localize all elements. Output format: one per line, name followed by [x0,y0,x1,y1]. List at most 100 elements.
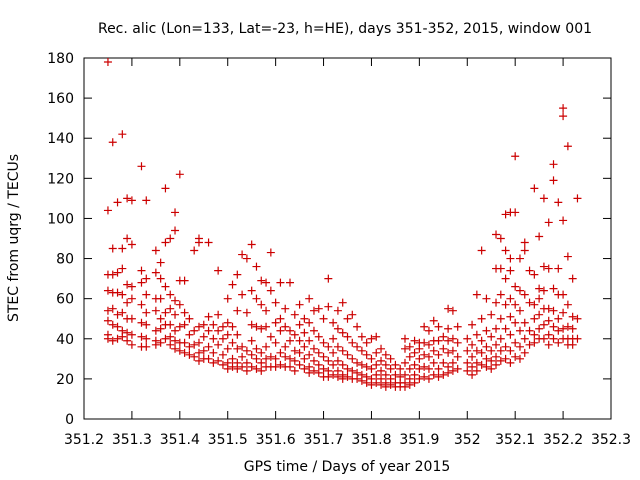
data-point [444,324,453,333]
data-point [214,340,223,349]
data-point [463,334,472,343]
data-point [549,322,558,331]
data-point [525,266,534,275]
data-point [118,332,127,341]
data-point [400,382,409,391]
data-point [539,286,548,295]
data-point [204,354,213,363]
data-point [448,358,457,367]
data-point [338,374,347,383]
x-tick-label: 351.8 [351,432,391,448]
data-point [487,310,496,319]
data-point [477,246,486,255]
data-point [319,338,328,347]
data-point [448,306,457,315]
data-point [252,294,261,303]
data-point [156,314,165,323]
data-point [199,320,208,329]
data-point [142,334,151,343]
data-point [477,336,486,345]
data-point [343,372,352,381]
data-point [357,376,366,385]
data-point [501,210,510,219]
data-point [535,284,544,293]
data-point [329,370,338,379]
data-point [123,298,132,307]
data-point [515,286,524,295]
data-point [386,380,395,389]
x-tick-label: 351.2 [64,432,104,448]
data-point [324,372,333,381]
data-point [300,364,309,373]
data-point [127,330,136,339]
data-point [228,338,237,347]
data-point [252,322,261,331]
data-point [218,350,227,359]
x-tick-label: 351.9 [399,432,439,448]
data-point [568,312,577,321]
data-point [209,358,218,367]
data-point [506,266,515,275]
data-point [137,318,146,327]
data-point [544,330,553,339]
y-tick-label: 160 [47,91,74,107]
data-point [262,342,271,351]
data-point [137,278,146,287]
data-point [515,342,524,351]
data-point [410,378,419,387]
data-point [238,250,247,259]
data-point [314,348,323,357]
data-point [314,304,323,313]
data-point [209,320,218,329]
data-point [218,334,227,343]
data-point [573,194,582,203]
data-point [511,352,520,361]
data-point [496,346,505,355]
data-point [410,336,419,345]
data-point [554,314,563,323]
data-point [300,328,309,337]
data-point [295,300,304,309]
data-point [554,198,563,207]
data-point [247,350,256,359]
data-point [156,258,165,267]
data-point [372,370,381,379]
data-point [492,298,501,307]
data-point [238,362,247,371]
data-point [238,290,247,299]
data-point [166,290,175,299]
data-point [309,356,318,365]
data-point [103,286,112,295]
data-point [123,280,132,289]
data-point [223,344,232,353]
data-point [252,364,261,373]
data-point [324,302,333,311]
data-point [142,308,151,317]
data-point [424,340,433,349]
data-point [190,352,199,361]
data-point [166,320,175,329]
data-point [405,364,414,373]
data-point [444,304,453,313]
data-point [228,280,237,289]
data-point [324,274,333,283]
data-point [305,368,314,377]
data-point [501,274,510,283]
data-point [156,274,165,283]
data-point [420,322,429,331]
data-point [362,338,371,347]
data-point [276,360,285,369]
data-point [506,346,515,355]
data-point [559,216,568,225]
data-point [295,348,304,357]
data-point [420,338,429,347]
data-point [166,332,175,341]
data-point [156,324,165,333]
data-point [405,352,414,361]
data-point [194,322,203,331]
data-point [286,362,295,371]
data-point [559,112,568,121]
data-point [439,332,448,341]
data-point [544,264,553,273]
data-point [448,346,457,355]
